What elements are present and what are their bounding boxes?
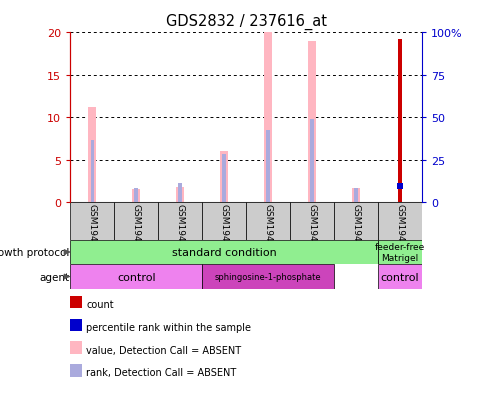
Bar bbox=[176, 187, 184, 202]
Point bbox=[395, 183, 403, 189]
Text: growth protocol: growth protocol bbox=[0, 247, 69, 257]
Text: control: control bbox=[117, 272, 155, 282]
Bar bbox=[307, 42, 316, 202]
Bar bbox=[88, 108, 96, 202]
Bar bbox=[220, 152, 227, 202]
Bar bbox=[91, 141, 94, 202]
Bar bbox=[134, 189, 138, 202]
Bar bbox=[333, 202, 377, 240]
Bar bbox=[353, 189, 357, 202]
Text: rank, Detection Call = ABSENT: rank, Detection Call = ABSENT bbox=[86, 368, 236, 377]
Text: feeder-free
Matrigel: feeder-free Matrigel bbox=[374, 243, 424, 262]
Bar bbox=[132, 190, 140, 202]
Bar bbox=[264, 33, 272, 202]
Bar bbox=[377, 265, 421, 289]
Bar bbox=[70, 240, 377, 265]
Bar bbox=[245, 202, 289, 240]
Bar bbox=[202, 265, 333, 289]
Text: agent: agent bbox=[39, 272, 69, 282]
Bar bbox=[310, 119, 313, 202]
Bar bbox=[351, 188, 359, 202]
Text: GSM194311: GSM194311 bbox=[263, 204, 272, 259]
Bar bbox=[377, 202, 421, 240]
Text: standard condition: standard condition bbox=[171, 247, 276, 257]
Bar bbox=[377, 240, 421, 265]
Bar bbox=[289, 202, 333, 240]
Text: GSM194307: GSM194307 bbox=[88, 204, 97, 259]
Bar bbox=[70, 202, 114, 240]
Text: GSM194309: GSM194309 bbox=[175, 204, 184, 259]
Text: percentile rank within the sample: percentile rank within the sample bbox=[86, 322, 251, 332]
Text: count: count bbox=[86, 299, 114, 309]
Bar bbox=[202, 202, 245, 240]
Bar bbox=[158, 202, 202, 240]
Text: GSM194314: GSM194314 bbox=[394, 204, 404, 258]
Text: GSM194308: GSM194308 bbox=[132, 204, 140, 259]
Text: GSM194310: GSM194310 bbox=[219, 204, 228, 259]
Text: sphingosine-1-phosphate: sphingosine-1-phosphate bbox=[214, 272, 321, 281]
Bar bbox=[114, 202, 158, 240]
Text: control: control bbox=[380, 272, 419, 282]
Bar bbox=[178, 184, 182, 202]
Bar bbox=[70, 265, 202, 289]
Text: value, Detection Call = ABSENT: value, Detection Call = ABSENT bbox=[86, 345, 241, 355]
Bar bbox=[266, 131, 269, 202]
Bar bbox=[397, 40, 401, 202]
Bar bbox=[222, 154, 226, 202]
Title: GDS2832 / 237616_at: GDS2832 / 237616_at bbox=[166, 14, 326, 30]
Text: GSM194312: GSM194312 bbox=[307, 204, 316, 258]
Text: GSM194313: GSM194313 bbox=[351, 204, 360, 259]
